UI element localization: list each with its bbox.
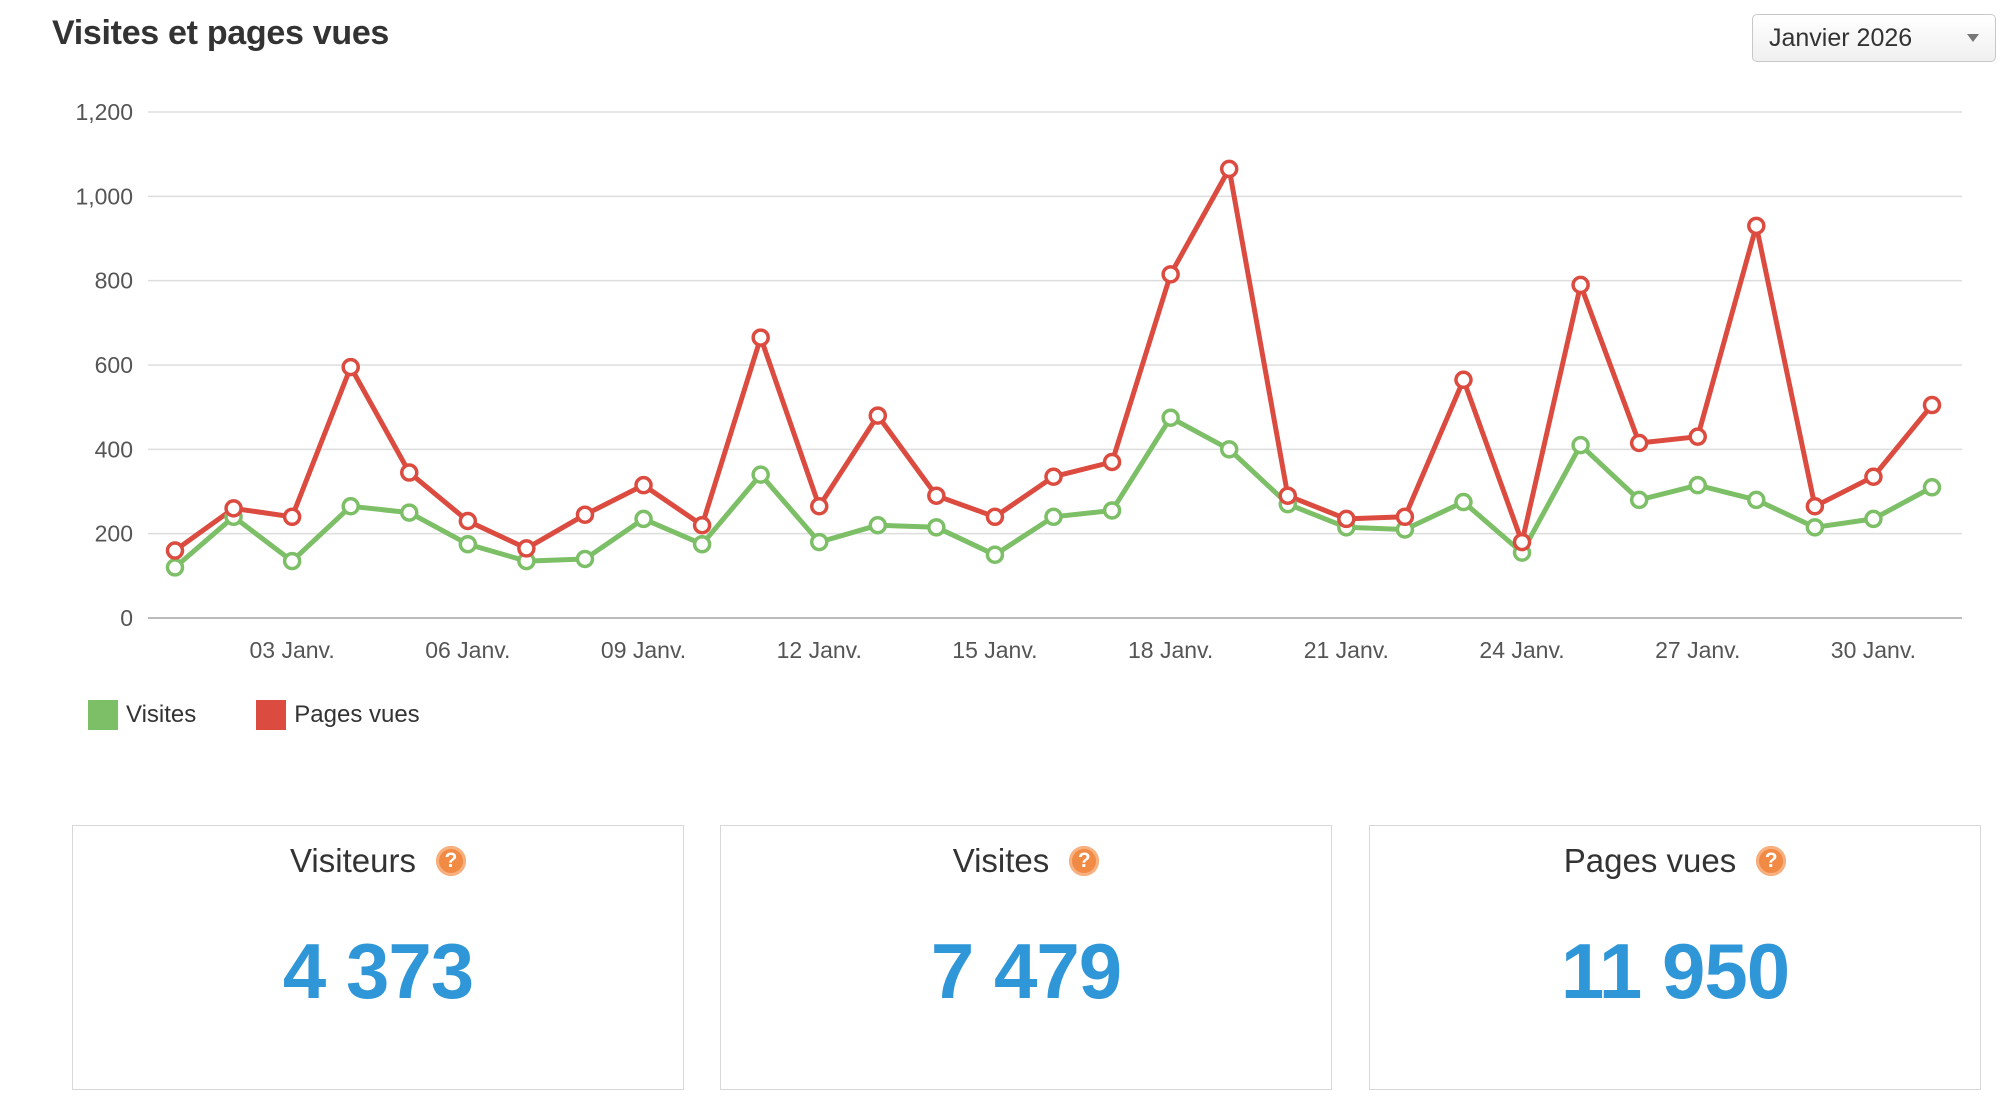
stat-value: 7 479 bbox=[930, 927, 1122, 1015]
data-point-visites bbox=[1219, 440, 1239, 459]
stat-label: Pages vues bbox=[1563, 842, 1737, 879]
legend-label-pages-vues: Pages vues bbox=[294, 701, 420, 728]
data-point-visites bbox=[1747, 490, 1766, 510]
x-tick-label: 12 Janv. bbox=[777, 637, 862, 663]
data-point-pages-vues bbox=[341, 357, 360, 377]
data-point-pages-vues bbox=[575, 505, 595, 524]
data-point-pages-vues bbox=[1395, 507, 1415, 527]
data-point-pages-vues bbox=[1805, 497, 1825, 516]
line-chart: 0 200 400 600 800 1,000 1,200 03 Janv. 06 Janv. 0… bbox=[75, 99, 1962, 663]
y-tick-label: 800 bbox=[95, 268, 133, 294]
x-tick-label: 30 Janv. bbox=[1831, 637, 1916, 663]
help-icon[interactable]: ? bbox=[435, 846, 466, 876]
x-tick-label: 21 Janv. bbox=[1304, 637, 1389, 663]
data-point-visites bbox=[751, 465, 770, 484]
legend-item-visites[interactable]: Visites bbox=[88, 700, 196, 730]
stat-card-visiteurs: Visiteurs ? 4 373 bbox=[72, 825, 684, 1090]
data-point-pages-vues bbox=[1864, 467, 1883, 486]
legend-item-pages-vues[interactable]: Pages vues bbox=[256, 700, 420, 730]
data-point-visites bbox=[985, 545, 1005, 564]
page-title: Visites et pages vues bbox=[52, 14, 390, 52]
legend-label-visites: Visites bbox=[126, 701, 197, 728]
data-point-visites bbox=[282, 551, 302, 571]
y-tick-label: 400 bbox=[95, 436, 133, 462]
x-tick-label: 03 Janv. bbox=[250, 637, 335, 663]
y-tick-label: 0 bbox=[120, 605, 133, 631]
legend-swatch-pages-vues bbox=[256, 700, 287, 730]
data-point-visites bbox=[341, 497, 360, 516]
data-point-visites bbox=[458, 534, 478, 554]
stat-value: 11 950 bbox=[1560, 927, 1790, 1015]
data-point-pages-vues bbox=[985, 507, 1005, 527]
data-point-pages-vues bbox=[1161, 265, 1180, 284]
month-select-value: Janvier 2026 bbox=[1769, 23, 1913, 52]
data-point-visites bbox=[165, 558, 185, 577]
data-point-pages-vues bbox=[165, 541, 185, 560]
help-icon[interactable]: ? bbox=[1756, 846, 1787, 876]
data-point-visites bbox=[868, 515, 888, 535]
data-point-pages-vues bbox=[634, 475, 653, 495]
data-point-visites bbox=[1044, 507, 1063, 527]
data-point-pages-vues bbox=[517, 539, 536, 558]
data-point-visites bbox=[1688, 475, 1707, 495]
data-point-visites bbox=[1161, 408, 1180, 427]
data-point-pages-vues bbox=[1512, 532, 1532, 552]
stat-value: 4 373 bbox=[282, 927, 474, 1015]
stat-label: Visiteurs bbox=[290, 842, 416, 879]
y-tick-label: 1,000 bbox=[75, 183, 133, 209]
data-point-pages-vues bbox=[1747, 216, 1766, 236]
x-tick-label: 27 Janv. bbox=[1655, 637, 1740, 663]
data-point-visites bbox=[692, 534, 712, 554]
help-icon[interactable]: ? bbox=[1069, 846, 1100, 876]
data-point-pages-vues bbox=[1337, 509, 1356, 529]
legend-swatch-visites bbox=[88, 700, 118, 730]
data-point-visites bbox=[927, 518, 946, 537]
y-tick-label: 200 bbox=[95, 521, 133, 547]
data-point-pages-vues bbox=[1454, 370, 1473, 390]
data-point-pages-vues bbox=[1219, 159, 1239, 179]
chevron-down-icon bbox=[1967, 34, 1979, 42]
data-point-visites bbox=[1102, 501, 1122, 520]
data-point-pages-vues bbox=[224, 499, 243, 518]
stat-card-visites: Visites ? 7 479 bbox=[720, 825, 1332, 1090]
data-point-visites bbox=[1454, 492, 1473, 512]
data-point-visites bbox=[1571, 435, 1590, 455]
data-point-pages-vues bbox=[809, 497, 829, 516]
data-point-pages-vues bbox=[1688, 427, 1707, 446]
x-tick-label: 06 Janv. bbox=[425, 637, 510, 663]
x-tick-label: 18 Janv. bbox=[1128, 637, 1213, 663]
data-point-visites bbox=[1805, 518, 1825, 537]
data-point-pages-vues bbox=[1629, 433, 1649, 453]
x-tick-label: 24 Janv. bbox=[1479, 637, 1564, 663]
data-point-pages-vues bbox=[400, 463, 419, 482]
data-point-visites bbox=[400, 503, 419, 522]
chart-legend: Visites Pages vues bbox=[88, 700, 480, 730]
data-point-visites bbox=[1864, 509, 1883, 529]
data-point-pages-vues bbox=[868, 406, 888, 425]
data-point-visites bbox=[575, 549, 595, 569]
data-point-pages-vues bbox=[751, 328, 770, 347]
x-tick-label: 09 Janv. bbox=[601, 637, 686, 663]
x-tick-label: 15 Janv. bbox=[952, 637, 1037, 663]
data-point-visites bbox=[634, 509, 653, 529]
y-tick-label: 600 bbox=[95, 352, 133, 378]
data-point-pages-vues bbox=[1922, 395, 1942, 415]
data-point-pages-vues bbox=[692, 515, 712, 535]
data-point-pages-vues bbox=[927, 486, 946, 505]
data-point-pages-vues bbox=[1571, 275, 1590, 295]
y-tick-label: 1,200 bbox=[75, 99, 133, 125]
month-select[interactable]: Janvier 2026 bbox=[1752, 14, 1996, 62]
stat-label: Visites bbox=[952, 842, 1050, 879]
data-point-pages-vues bbox=[282, 507, 302, 527]
data-point-pages-vues bbox=[458, 511, 478, 531]
data-point-visites bbox=[809, 532, 829, 552]
data-point-visites bbox=[1629, 490, 1649, 510]
data-point-pages-vues bbox=[1102, 452, 1122, 472]
stat-card-pages-vues: Pages vues ? 11 950 bbox=[1369, 825, 1981, 1090]
data-point-visites bbox=[1922, 478, 1942, 497]
data-point-pages-vues bbox=[1278, 486, 1298, 505]
data-point-pages-vues bbox=[1044, 467, 1063, 486]
